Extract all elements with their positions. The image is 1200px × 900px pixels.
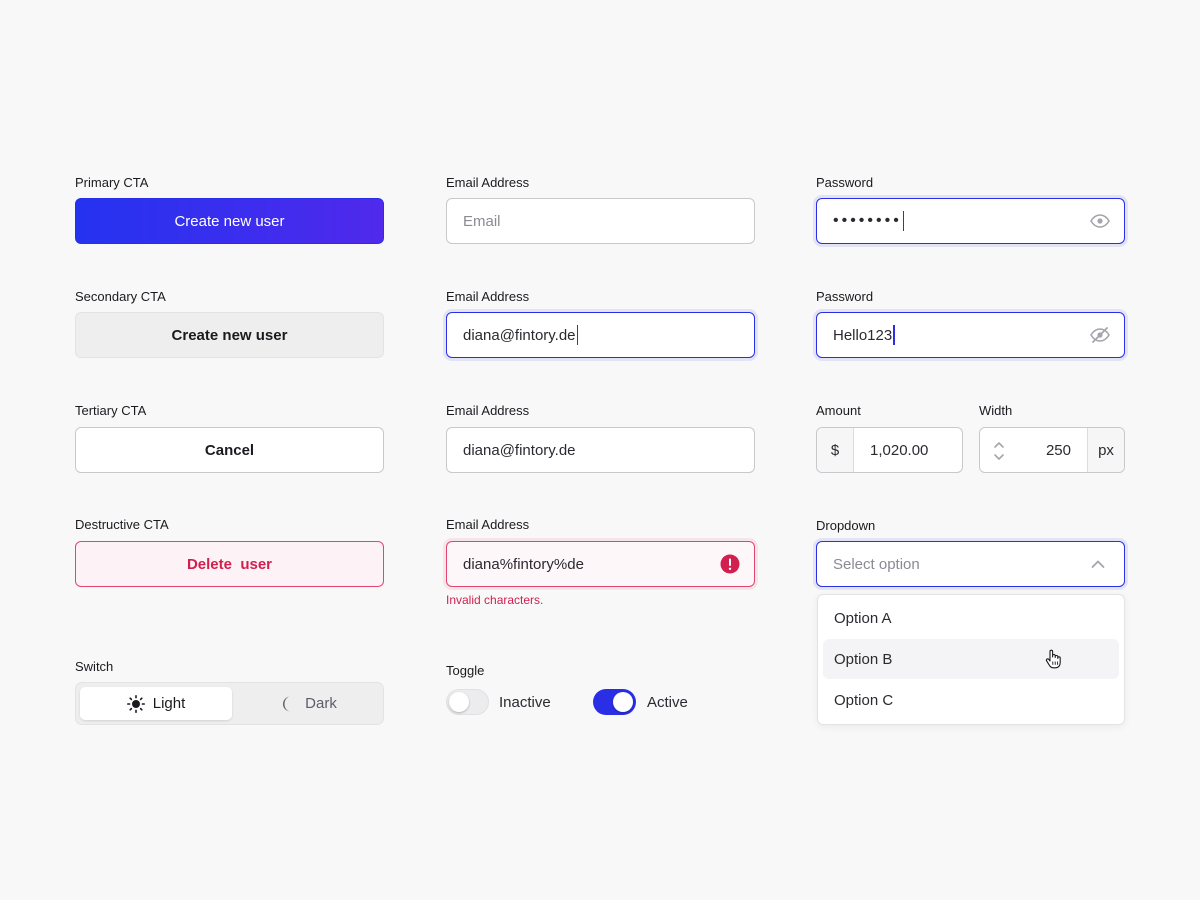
- password-value-visible: Hello123: [833, 326, 893, 344]
- password-value-masked: ••••••••: [833, 212, 902, 229]
- delete-user-button-text: Delete user: [186, 555, 273, 573]
- create-user-primary-button-text: Create new user: [174, 212, 285, 230]
- password-label-2: Password: [816, 289, 874, 304]
- dropdown-placeholder: Select option: [833, 555, 920, 573]
- dropdown-option-a-label: Option A: [834, 609, 892, 627]
- email-label-3: Email Address: [446, 403, 530, 418]
- cancel-button[interactable]: Cancel: [75, 427, 384, 473]
- toggle-knob: [613, 692, 633, 712]
- email-error-message: Invalid characters.: [446, 593, 544, 607]
- switch-option-dark-label: Dark: [305, 695, 337, 712]
- password-field-masked[interactable]: ••••••••: [816, 198, 1125, 244]
- destructive-cta-label: Destructive CTA: [75, 517, 169, 532]
- create-user-secondary-button[interactable]: Create new user: [75, 312, 384, 358]
- dropdown-option-c-label: Option C: [834, 691, 894, 709]
- toggle-knob: [449, 692, 469, 712]
- toggle-label: Toggle: [446, 663, 485, 678]
- hand-pointer-icon: [1045, 649, 1061, 669]
- dropdown-option-c[interactable]: Option C: [823, 680, 1119, 720]
- email-field-focused[interactable]: diana@fintory.de: [446, 312, 755, 358]
- dropdown-option-b-label: Option B: [834, 650, 893, 668]
- toggle-inactive-label: Inactive: [499, 694, 551, 711]
- email-field-empty[interactable]: Email: [446, 198, 755, 244]
- unit-suffix: px: [1087, 428, 1124, 472]
- tertiary-cta-label: Tertiary CTA: [75, 403, 147, 418]
- cancel-button-text: Cancel: [204, 441, 255, 459]
- email-label-1: Email Address: [446, 175, 530, 190]
- stepper-arrows-icon[interactable]: [993, 440, 1005, 462]
- primary-cta-label: Primary CTA: [75, 175, 149, 190]
- eye-icon[interactable]: [1090, 214, 1110, 228]
- secondary-cta-label: Secondary CTA: [75, 289, 166, 304]
- error-icon: [720, 554, 740, 574]
- dropdown-select[interactable]: Select option: [816, 541, 1125, 587]
- password-field-visible[interactable]: Hello123: [816, 312, 1125, 358]
- dropdown-option-a[interactable]: Option A: [823, 598, 1119, 638]
- switch-label: Switch: [75, 659, 114, 674]
- width-value: 250: [1045, 441, 1071, 459]
- text-caret: [902, 211, 905, 231]
- amount-value: 1,020.00: [870, 441, 929, 459]
- switch-option-dark[interactable]: Dark: [232, 687, 384, 720]
- email-label-2: Email Address: [446, 289, 530, 304]
- email-value-filled: diana@fintory.de: [463, 441, 576, 459]
- dropdown-option-b[interactable]: Option B: [823, 639, 1119, 679]
- create-user-secondary-button-text: Create new user: [171, 326, 288, 344]
- email-value-error: diana%fintory%de: [463, 555, 584, 573]
- dropdown-menu: Option A Option B Option C: [817, 594, 1125, 725]
- delete-user-button[interactable]: Delete user: [75, 541, 384, 587]
- toggle-active[interactable]: [593, 689, 636, 715]
- email-value-focused: diana@fintory.de: [463, 326, 576, 344]
- width-label: Width: [979, 403, 1013, 418]
- email-field-filled[interactable]: diana@fintory.de: [446, 427, 755, 473]
- password-label-1: Password: [816, 175, 874, 190]
- email-placeholder: Email: [463, 212, 501, 230]
- email-label-4: Email Address: [446, 517, 530, 532]
- amount-field[interactable]: $ 1,020.00: [816, 427, 963, 473]
- text-caret: [576, 325, 579, 345]
- theme-switch: Light Dark: [75, 682, 384, 725]
- chevron-up-icon: [1091, 560, 1105, 569]
- width-stepper[interactable]: 250 px: [979, 427, 1125, 473]
- switch-option-light-label: Light: [152, 695, 186, 712]
- sun-icon: [126, 694, 145, 713]
- text-caret: [893, 325, 895, 345]
- currency-prefix: $: [817, 428, 854, 472]
- email-field-error[interactable]: diana%fintory%de: [446, 541, 755, 587]
- toggle-inactive[interactable]: [446, 689, 489, 715]
- create-user-primary-button[interactable]: Create new user: [75, 198, 384, 244]
- switch-option-light[interactable]: Light: [80, 687, 232, 720]
- eye-off-icon[interactable]: [1090, 326, 1110, 344]
- amount-label: Amount: [816, 403, 861, 418]
- toggle-active-label: Active: [647, 694, 688, 711]
- moon-icon: [279, 695, 297, 713]
- dropdown-label: Dropdown: [816, 518, 876, 533]
